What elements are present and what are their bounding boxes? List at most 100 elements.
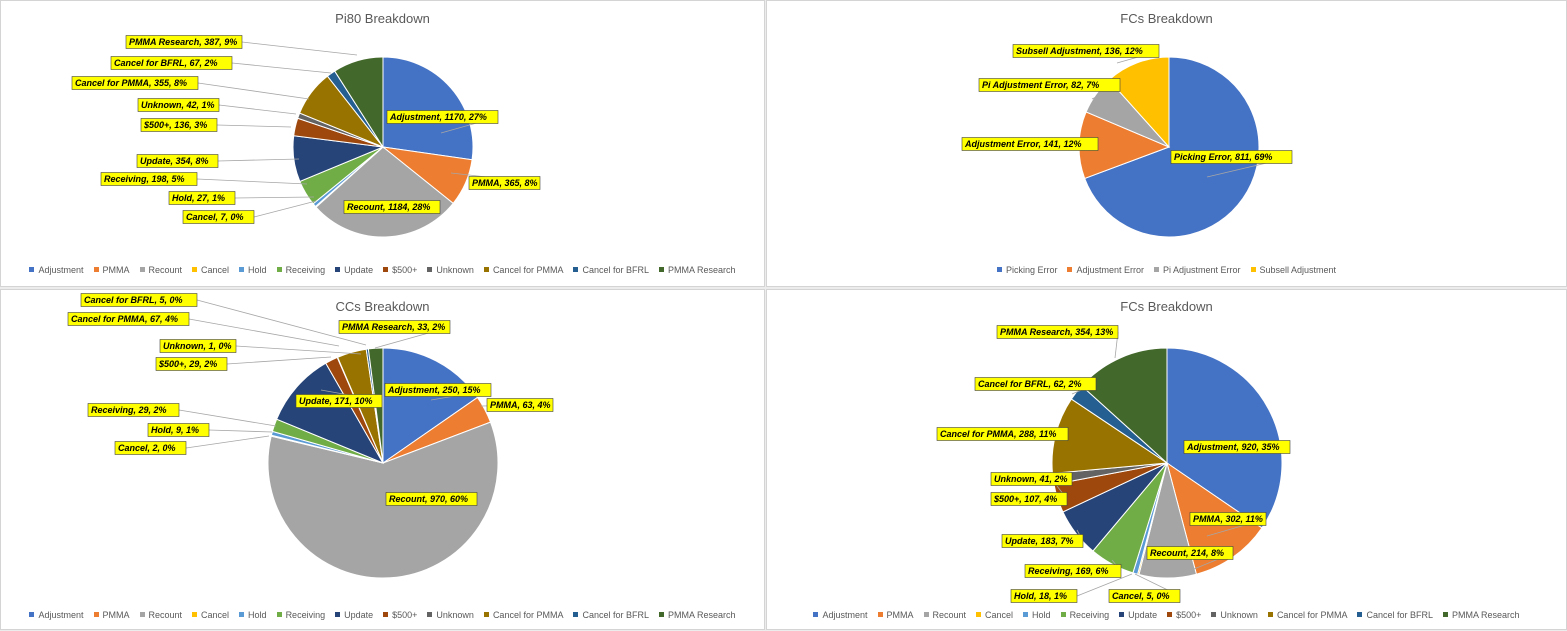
legend-item-hold: Hold bbox=[239, 610, 267, 620]
legend-item-pmma: PMMA bbox=[93, 265, 130, 275]
legend-swatch bbox=[813, 612, 819, 617]
legend-item-pmma-research: PMMA Research bbox=[1443, 610, 1520, 620]
legend-item-cancel-for-bfrl: Cancel for BFRL bbox=[573, 265, 649, 275]
leader-line bbox=[235, 345, 362, 355]
data-label-box bbox=[1183, 440, 1291, 454]
legend-item-pmma: PMMA bbox=[877, 610, 914, 620]
data-label-box bbox=[147, 423, 210, 437]
legend-item-pmma-research: PMMA Research bbox=[659, 265, 736, 275]
legend-label: Update bbox=[344, 610, 374, 620]
data-label-box bbox=[1108, 589, 1181, 603]
legend-item-hold: Hold bbox=[1023, 610, 1051, 620]
legend-swatch bbox=[976, 612, 982, 617]
legend-swatch bbox=[1023, 612, 1029, 617]
legend-item-500: $500+ bbox=[383, 610, 417, 620]
data-label-adjustment: Adjustment, 250, 15% bbox=[387, 385, 481, 395]
legend-label: Cancel bbox=[985, 610, 1014, 620]
legend-label: $500+ bbox=[1176, 610, 1202, 620]
data-label-subsell-adjustment: Subsell Adjustment, 136, 12% bbox=[1016, 46, 1143, 56]
legend-swatch bbox=[335, 612, 341, 617]
leader-line bbox=[1076, 573, 1133, 597]
data-label-box bbox=[80, 293, 198, 307]
pie-slice-recount bbox=[267, 421, 499, 579]
data-label-box bbox=[386, 110, 499, 124]
data-label-pmma-research: PMMA Research, 33, 2% bbox=[342, 322, 445, 332]
legend-label: PMMA bbox=[102, 265, 130, 275]
data-label-recount: Recount, 970, 60% bbox=[389, 494, 468, 504]
data-label-pmma: PMMA, 63, 4% bbox=[490, 400, 551, 410]
data-label-box bbox=[338, 320, 451, 334]
data-label-box bbox=[961, 137, 1099, 151]
data-label-cancel-for-pmma: Cancel for PMMA, 355, 8% bbox=[75, 78, 187, 88]
legend-label: Recount bbox=[148, 610, 183, 620]
fcs-error-breakdown-chart: FCs Breakdown Picking Error, 811, 69% Adj… bbox=[766, 0, 1567, 287]
legend-swatch bbox=[659, 267, 664, 272]
data-label-500: $500+, 136, 3% bbox=[143, 120, 207, 130]
leader-line bbox=[217, 158, 300, 162]
legend-label: Adjustment bbox=[38, 610, 84, 620]
legend-swatch bbox=[1443, 612, 1448, 617]
legend-item-cancel-for-pmma: Cancel for PMMA bbox=[483, 265, 564, 275]
legend-label: Cancel for PMMA bbox=[492, 610, 564, 620]
legend-label: Unknown bbox=[436, 610, 474, 620]
legend-label: Receiving bbox=[285, 265, 326, 275]
chart-title: FCs Breakdown bbox=[1120, 299, 1213, 314]
legend-swatch bbox=[1267, 612, 1273, 617]
data-label-box bbox=[974, 377, 1097, 391]
pie-slice-adjustment bbox=[1166, 347, 1283, 529]
pie-slice-update bbox=[276, 362, 385, 465]
pie-plot: Adjustment, 1170, 27% PMMA, 365, 8% Recoun… bbox=[71, 35, 541, 238]
legend-item-500: $500+ bbox=[383, 265, 417, 275]
data-label-unknown: Unknown, 42, 1% bbox=[141, 100, 215, 110]
data-label-500: $500+, 107, 4% bbox=[993, 494, 1057, 504]
data-label-box bbox=[1024, 564, 1122, 578]
data-label-box bbox=[978, 78, 1121, 92]
legend-label: PMMA bbox=[102, 610, 130, 620]
data-label-box bbox=[468, 176, 541, 190]
data-label-box bbox=[140, 118, 218, 132]
legend-item-recount: Recount bbox=[139, 610, 183, 620]
legend-swatch bbox=[1067, 267, 1073, 272]
leader-line bbox=[253, 200, 317, 218]
legend-swatch bbox=[139, 612, 145, 617]
data-label-box bbox=[136, 154, 219, 168]
legend-item-receiving: Receiving bbox=[276, 610, 325, 620]
data-label-box bbox=[168, 191, 236, 205]
legend-swatch bbox=[29, 267, 35, 272]
legend-item-pi-adjustment-error: Pi Adjustment Error bbox=[1153, 265, 1241, 275]
data-label-box bbox=[87, 403, 180, 417]
legend-label: PMMA Research bbox=[668, 265, 736, 275]
legend-swatch bbox=[192, 267, 198, 272]
leader-line bbox=[196, 299, 367, 346]
legend-swatch bbox=[923, 612, 929, 617]
legend-swatch bbox=[192, 612, 198, 617]
legend-label: Pi Adjustment Error bbox=[1162, 265, 1241, 275]
data-label-hold: Hold, 18, 1% bbox=[1014, 591, 1067, 601]
data-label-box bbox=[71, 76, 199, 90]
data-label-cancel-for-bfrl: Cancel for BFRL, 67, 2% bbox=[114, 58, 218, 68]
legend-label: Update bbox=[1128, 610, 1158, 620]
data-label-box bbox=[125, 35, 243, 49]
legend-swatch bbox=[877, 612, 883, 617]
leader-line bbox=[188, 318, 340, 347]
legend-label: Cancel for PMMA bbox=[492, 265, 564, 275]
leader-line bbox=[178, 409, 277, 427]
legend-label: Adjustment bbox=[38, 265, 84, 275]
legend-label: Picking Error bbox=[1005, 265, 1058, 275]
legend-item-adjustment: Adjustment bbox=[29, 610, 84, 620]
chart-legend: Adjustment PMMA Recount Cancel Hold Receiving… bbox=[1, 265, 764, 275]
pie-slice-recount bbox=[315, 146, 454, 238]
legend-label: Update bbox=[344, 265, 374, 275]
leader-line bbox=[241, 41, 358, 56]
legend-swatch bbox=[276, 267, 282, 272]
pi80-breakdown-chart: Pi80 Breakdown Adjustment, 1170, 27% PMMA… bbox=[0, 0, 765, 287]
legend-swatch bbox=[483, 612, 489, 617]
legend-label: Cancel for PMMA bbox=[1276, 610, 1348, 620]
legend-label: Adjustment bbox=[822, 610, 868, 620]
legend-label: Cancel for BFRL bbox=[1366, 610, 1433, 620]
legend-item-cancel: Cancel bbox=[976, 610, 1013, 620]
data-label-box bbox=[1010, 589, 1078, 603]
data-label-adjustment-error: Adjustment Error, 141, 12% bbox=[964, 139, 1082, 149]
legend-label: $500+ bbox=[392, 265, 418, 275]
data-label-receiving: Receiving, 198, 5% bbox=[104, 174, 185, 184]
